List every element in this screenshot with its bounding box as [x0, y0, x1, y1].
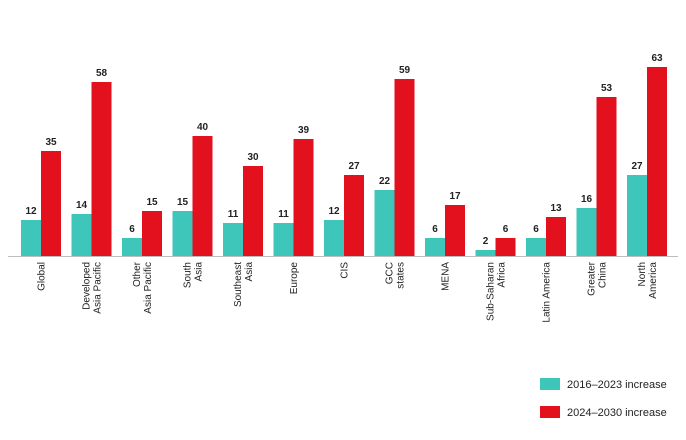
bar-2024-2030-3 — [192, 136, 213, 256]
value-label-2024-2030-3: 40 — [197, 122, 209, 133]
value-label-2016-2023-6: 12 — [328, 206, 340, 217]
bar-2024-2030-9 — [495, 238, 516, 256]
category-label-2: Other Asia Pacific — [132, 261, 154, 313]
category-label-line: MENA — [441, 262, 452, 291]
bar-2016-2023-1 — [71, 214, 92, 256]
category-label-0: Global — [37, 262, 48, 291]
bar-2024-2030-2 — [142, 211, 162, 256]
legend-label-1: 2024–2030 increase — [567, 407, 667, 419]
bar-2016-2023-6 — [324, 220, 344, 256]
bar-2016-2023-2 — [122, 238, 142, 256]
category-label-line: North — [637, 262, 648, 286]
bar-2024-2030-4 — [243, 166, 263, 256]
bar-2016-2023-12 — [627, 175, 647, 256]
category-label-line: Developed — [82, 262, 93, 310]
value-label-2024-2030-0: 35 — [45, 137, 57, 148]
value-label-2016-2023-7: 22 — [379, 176, 391, 187]
category-label-line: Asia Pacific — [93, 262, 104, 314]
value-label-2024-2030-2: 15 — [146, 197, 158, 208]
value-label-2016-2023-2: 6 — [129, 224, 135, 235]
bar-2024-2030-6 — [344, 175, 364, 256]
value-label-2024-2030-9: 6 — [503, 224, 509, 235]
legend-label-0: 2016–2023 increase — [567, 379, 667, 391]
legend-swatch-0 — [540, 378, 560, 390]
category-label-11: Greater China — [587, 261, 609, 296]
category-label-4: Southeast Asia — [233, 262, 255, 307]
category-label-line: Sub-Saharan — [486, 262, 497, 321]
category-label-7: GCC states — [385, 262, 407, 289]
bar-2024-2030-11 — [596, 97, 617, 256]
category-label-line: Southeast — [233, 262, 244, 307]
bar-2024-2030-8 — [445, 205, 465, 256]
category-label-line: Asia — [194, 262, 205, 282]
category-label-line: America — [648, 262, 659, 299]
bar-2016-2023-3 — [172, 211, 193, 256]
category-label-8: MENA — [441, 262, 452, 291]
value-label-2024-2030-8: 17 — [449, 191, 461, 202]
bar-2016-2023-9 — [475, 250, 496, 256]
value-label-2016-2023-9: 2 — [483, 236, 489, 247]
bar-2016-2023-11 — [576, 208, 597, 256]
category-label-line: Asia — [244, 262, 255, 282]
bar-2024-2030-7 — [394, 79, 415, 256]
category-label-line: Africa — [497, 262, 508, 288]
category-label-line: South — [183, 262, 194, 288]
category-label-line: Other — [132, 261, 143, 287]
value-label-2024-2030-1: 58 — [96, 68, 108, 79]
value-label-2024-2030-6: 27 — [348, 161, 360, 172]
category-label-line: Latin America — [542, 262, 553, 323]
bar-2024-2030-12 — [647, 67, 667, 256]
category-label-10: Latin America — [542, 262, 553, 323]
category-label-line: CIS — [340, 262, 351, 279]
category-label-line: Asia Pacific — [143, 262, 154, 314]
value-label-2024-2030-12: 63 — [651, 53, 663, 64]
category-label-9: Sub-Saharan Africa — [486, 262, 508, 321]
bar-2016-2023-8 — [425, 238, 445, 256]
bar-2024-2030-0 — [41, 151, 61, 256]
category-label-line: China — [598, 262, 609, 289]
bar-2016-2023-4 — [223, 223, 243, 256]
value-label-2024-2030-11: 53 — [601, 83, 613, 94]
bar-2016-2023-0 — [21, 220, 41, 256]
category-label-3: South Asia — [183, 262, 205, 289]
category-label-line: Global — [37, 262, 48, 291]
value-label-2024-2030-10: 13 — [550, 203, 562, 214]
value-label-2016-2023-12: 27 — [631, 161, 643, 172]
value-label-2016-2023-1: 14 — [76, 200, 88, 211]
bar-2016-2023-10 — [526, 238, 546, 256]
category-label-6: CIS — [340, 262, 351, 279]
category-label-line: GCC — [385, 262, 396, 284]
value-label-2016-2023-10: 6 — [533, 224, 539, 235]
value-label-2016-2023-0: 12 — [25, 206, 37, 217]
bar-2024-2030-1 — [91, 82, 112, 256]
value-labels-layer: 12 35 14 58 6 15 15 40 11 30 11 39 12 27 22 59 6 17 2 6 6 13 1… — [25, 53, 663, 247]
category-label-12: North America — [637, 262, 659, 299]
bars-layer — [21, 67, 667, 256]
value-label-2024-2030-5: 39 — [298, 125, 310, 136]
legend: 2016–2023 increase 2024–2030 increase — [540, 378, 667, 419]
bar-2016-2023-7 — [374, 190, 395, 256]
bar-2024-2030-10 — [546, 217, 566, 256]
bar-2016-2023-5 — [273, 223, 294, 256]
value-label-2016-2023-8: 6 — [432, 224, 438, 235]
category-label-line: Greater — [587, 261, 598, 296]
category-label-1: Developed Asia Pacific — [82, 262, 104, 314]
legend-swatch-1 — [540, 406, 560, 418]
category-labels-layer: Global Developed Asia Pacific Other Asia Pac… — [37, 261, 660, 322]
category-label-line: states — [396, 262, 407, 289]
value-label-2016-2023-3: 15 — [177, 197, 189, 208]
value-label-2016-2023-5: 11 — [278, 209, 289, 220]
value-label-2016-2023-11: 16 — [581, 194, 593, 205]
bar-2024-2030-5 — [293, 139, 314, 256]
category-label-line: Europe — [289, 262, 300, 295]
value-label-2016-2023-4: 11 — [228, 209, 239, 220]
category-label-5: Europe — [289, 262, 300, 295]
value-label-2024-2030-7: 59 — [399, 65, 411, 76]
value-label-2024-2030-4: 30 — [247, 152, 259, 163]
